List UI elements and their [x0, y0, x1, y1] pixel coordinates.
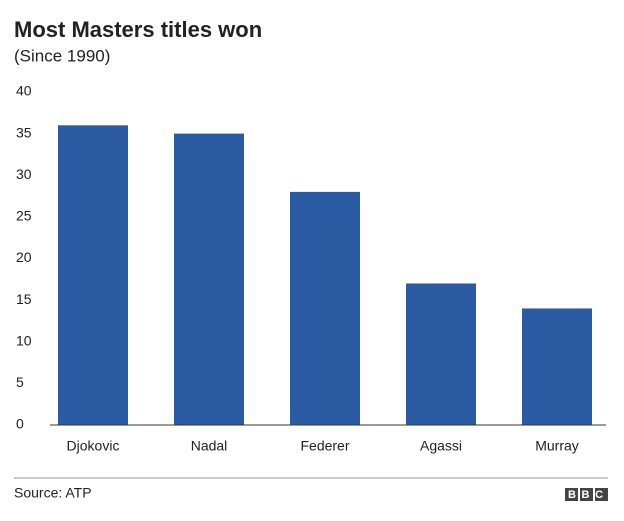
bar [406, 283, 476, 425]
y-tick-label: 40 [16, 83, 32, 99]
logo-text: BBC [568, 489, 609, 501]
source: Source: ATP [14, 485, 92, 501]
logo-box [580, 488, 593, 501]
logo-box [595, 488, 608, 501]
y-tick-label: 30 [16, 166, 32, 182]
logo: BBC [565, 488, 609, 501]
logo-box [565, 488, 578, 501]
y-tick-label: 5 [16, 374, 24, 390]
x-tick-label: Murray [535, 438, 579, 454]
bar [58, 125, 128, 426]
x-tick-label: Agassi [420, 438, 462, 454]
bar [174, 133, 244, 425]
y-tick-label: 0 [16, 416, 24, 432]
bar [290, 191, 360, 425]
y-tick-label: 25 [16, 208, 32, 224]
chart-title: Most Masters titles won [14, 17, 262, 42]
y-tick-label: 15 [16, 291, 32, 307]
y-tick-label: 20 [16, 249, 32, 265]
bar [522, 308, 592, 425]
x-tick-label: Djokovic [67, 438, 120, 454]
x-tick-label: Nadal [191, 438, 228, 454]
chart-subtitle: (Since 1990) [14, 46, 110, 65]
y-tick-label: 10 [16, 332, 32, 348]
x-tick-label: Federer [300, 438, 349, 454]
y-tick-label: 35 [16, 124, 32, 140]
